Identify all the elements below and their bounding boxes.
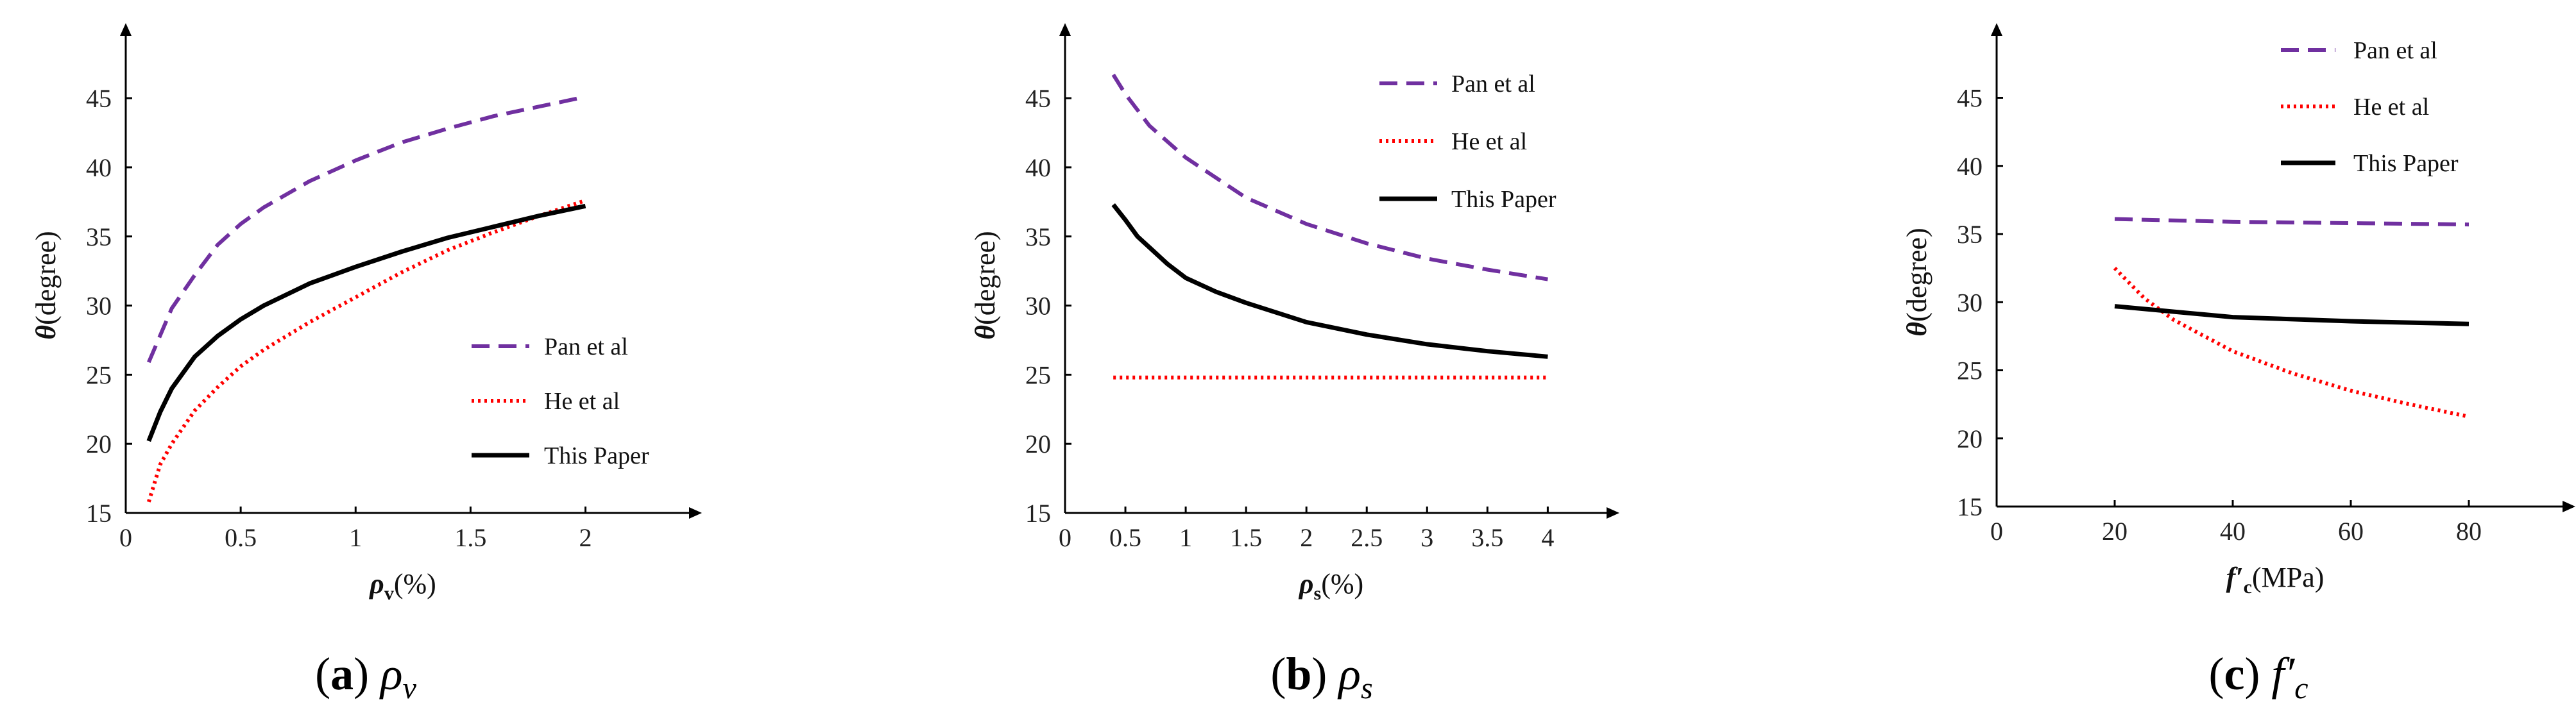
legend-label-this-paper: This Paper [544, 442, 649, 469]
series-line-this-paper [1111, 203, 1548, 359]
legend: Pan et al He et al This Paper [2281, 37, 2459, 177]
y-tick-label: 45 [86, 84, 112, 113]
legend-label-pan-et-al: Pan et al [544, 333, 628, 360]
x-tick-label: 3 [1420, 523, 1433, 552]
y-tick-label: 40 [86, 153, 112, 182]
y-axis-label: θ(degree) [30, 231, 62, 339]
y-tick-label: 35 [86, 222, 112, 251]
series-line-this-paper [146, 203, 586, 442]
x-axis-label: ρs(%) [1298, 568, 1363, 604]
y-tick-label: 20 [86, 430, 112, 458]
legend: Pan et al He et al This Paper [1379, 71, 1557, 213]
y-tick-label: 35 [1025, 222, 1051, 251]
legend-label-he-et-al: He et al [544, 388, 620, 415]
y-tick-label: 40 [1025, 153, 1051, 182]
x-axis-label: ρv(%) [368, 568, 436, 604]
y-tick-label: 20 [1957, 424, 1983, 453]
x-tick-label: 0 [1059, 523, 1071, 552]
legend-label-he-et-al: He et al [2353, 94, 2429, 121]
legend-label-he-et-al: He et al [1451, 128, 1527, 155]
y-tick-label: 45 [1957, 84, 1983, 113]
x-axis-arrow [1607, 507, 1619, 519]
x-tick-label: 0.5 [1109, 523, 1141, 552]
chart-panel-c: 0 20 40 60 80 15 20 25 30 35 40 45 θ(degree) f′c(MPa)… [1901, 23, 2575, 705]
panel-caption: (a) ρv [315, 648, 417, 705]
x-tick-label: 0.5 [225, 523, 257, 552]
x-axis-arrow [689, 507, 702, 519]
y-tick-label: 30 [1025, 292, 1051, 321]
x-tick-label: 1.5 [454, 523, 486, 552]
x-axis-label: f′c(MPa) [2226, 562, 2324, 598]
y-tick-label: 40 [1957, 152, 1983, 181]
y-tick-label: 25 [86, 360, 112, 389]
x-tick-label: 80 [2456, 517, 2482, 546]
y-axis-arrow [1991, 23, 2002, 36]
series-line-this-paper [2114, 304, 2469, 326]
y-tick-label: 15 [1025, 499, 1051, 528]
legend: Pan et al He et al This Paper [472, 333, 649, 469]
x-tick-label: 3.5 [1471, 523, 1503, 552]
legend-label-this-paper: This Paper [2353, 150, 2459, 177]
x-tick-label: 1 [349, 523, 362, 552]
x-tick-label: 60 [2338, 517, 2364, 546]
x-tick-label: 2.5 [1351, 523, 1383, 552]
legend-label-this-paper: This Paper [1451, 186, 1557, 213]
legend-label-pan-et-al: Pan et al [1451, 71, 1535, 97]
y-axis-arrow [120, 23, 132, 36]
x-tick-label: 4 [1541, 523, 1554, 552]
y-tick-label: 30 [1957, 288, 1983, 317]
y-tick-label: 20 [1025, 430, 1051, 458]
y-tick-label: 45 [1025, 84, 1051, 113]
y-tick-label: 15 [1957, 492, 1983, 521]
y-tick-label: 15 [86, 499, 112, 528]
x-tick-label: 2 [1300, 523, 1313, 552]
y-tick-label: 25 [1957, 356, 1983, 385]
y-axis-label: θ(degree) [969, 231, 1001, 339]
legend-label-pan-et-al: Pan et al [2353, 37, 2437, 64]
x-tick-label: 2 [579, 523, 592, 552]
series-line-he-et-al [2113, 266, 2469, 419]
y-axis-arrow [1059, 23, 1071, 36]
y-tick-label: 35 [1957, 220, 1983, 249]
x-tick-label: 1 [1179, 523, 1192, 552]
x-axis-arrow [2563, 501, 2575, 512]
x-tick-label: 20 [2102, 517, 2128, 546]
series-line-pan-et-al [2114, 217, 2469, 227]
x-tick-label: 1.5 [1230, 523, 1262, 552]
chart-panel-a: 0 0.5 1 1.5 2 15 20 25 30 35 40 45 θ(degree) ρv(%) Pan… [30, 23, 702, 705]
x-tick-label: 0 [1990, 517, 2003, 546]
series-line-pan-et-al [147, 95, 586, 364]
y-axis-label: θ(degree) [1901, 228, 1932, 336]
x-tick-label: 40 [2220, 517, 2246, 546]
chart-panel-b: 0 0.5 1 1.5 2 2.5 3 3.5 4 15 20 25 30 35 40 45 θ(degree)… [969, 23, 1619, 705]
y-tick-label: 25 [1025, 360, 1051, 389]
panel-caption: (b) ρs [1270, 648, 1372, 705]
panel-caption: (c) f′c [2208, 648, 2308, 705]
y-tick-label: 30 [86, 292, 112, 321]
x-tick-label: 0 [119, 523, 132, 552]
series-line-pan-et-al [1111, 73, 1548, 281]
